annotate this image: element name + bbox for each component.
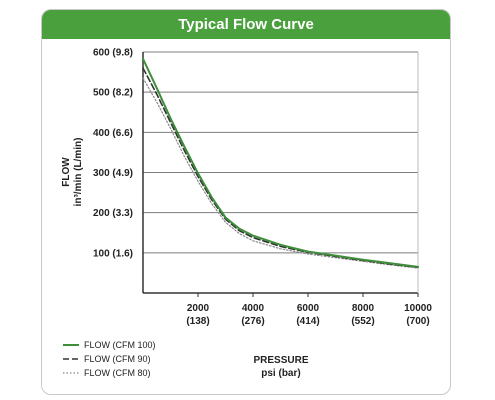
x-axis-unit: psi (bar)	[261, 368, 300, 379]
x-tick-sublabel: (700)	[406, 316, 429, 327]
legend-label: FLOW (CFM 100)	[84, 340, 156, 350]
x-tick-label: 8000	[352, 303, 375, 314]
x-tick-sublabel: (414)	[296, 316, 319, 327]
y-tick-label: 300 (4.9)	[93, 168, 133, 179]
x-tick-label: 10000	[404, 303, 432, 314]
x-tick-label: 2000	[187, 303, 210, 314]
y-tick-label: 100 (1.6)	[93, 248, 133, 259]
y-axis-unit: in³/min (L/min)	[73, 138, 84, 207]
series-line	[142, 57, 419, 268]
y-tick-label: 600 (9.8)	[93, 48, 133, 59]
series-line	[142, 77, 419, 269]
x-axis-title: PRESSURE	[253, 355, 308, 366]
y-tick-label: 200 (3.3)	[93, 208, 133, 219]
x-tick-label: 6000	[297, 303, 320, 314]
y-tick-label: 500 (8.2)	[93, 88, 133, 99]
y-tick-label: 400 (6.6)	[93, 128, 133, 139]
chart-title: Typical Flow Curve	[42, 10, 450, 39]
x-tick-sublabel: (138)	[186, 316, 209, 327]
legend-label: FLOW (CFM 90)	[84, 354, 151, 364]
x-tick-label: 4000	[242, 303, 265, 314]
x-tick-sublabel: (552)	[351, 316, 374, 327]
x-tick-sublabel: (276)	[241, 316, 264, 327]
legend-label: FLOW (CFM 80)	[84, 368, 151, 378]
y-axis-title: FLOW	[61, 157, 72, 187]
